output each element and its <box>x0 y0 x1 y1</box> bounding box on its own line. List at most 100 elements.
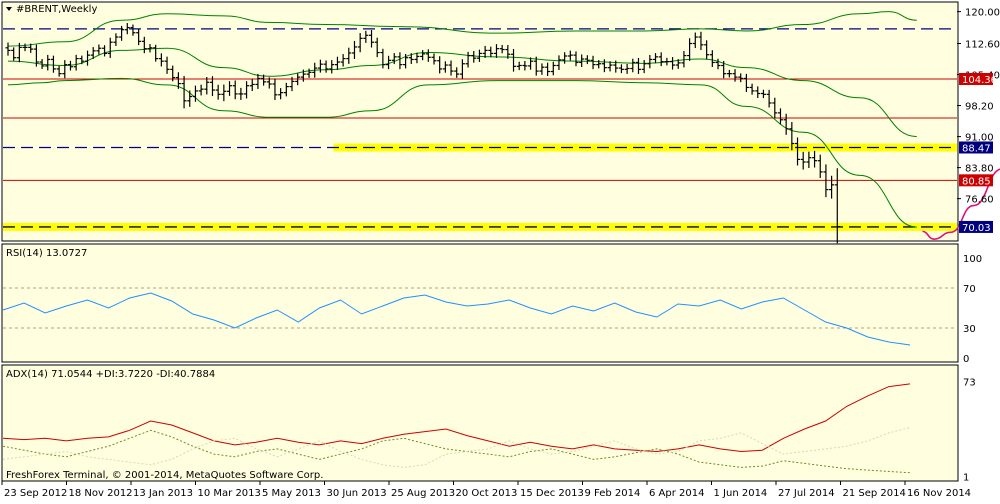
ohlc-bar <box>346 47 352 64</box>
ohlc-bar <box>164 56 170 74</box>
ohlc-bar <box>90 47 96 59</box>
ohlc-bar <box>511 48 517 72</box>
ohlc-bar <box>755 86 761 99</box>
ohlc-bar <box>516 61 522 71</box>
ohlc-bar <box>283 82 289 97</box>
ohlc-bar <box>777 108 783 125</box>
collapse-triangle-icon[interactable] <box>6 7 12 11</box>
ohlc-bar <box>545 62 551 77</box>
ohlc-bar <box>198 84 204 96</box>
ohlc-bar <box>635 57 641 74</box>
ohlc-bars <box>5 23 840 244</box>
rsi-title: RSI(14) 13.0727 <box>6 248 87 259</box>
ohlc-bar <box>738 73 744 83</box>
ohlc-bar <box>550 61 556 76</box>
ohlc-bar <box>16 42 22 63</box>
ohlc-bar <box>238 87 244 100</box>
ohlc-bar <box>232 80 238 100</box>
ohlc-bar <box>312 62 318 78</box>
ohlc-bar <box>732 69 738 82</box>
bb-lower-line <box>7 77 917 228</box>
ohlc-bar <box>800 151 806 170</box>
ohlc-bar <box>590 55 596 70</box>
ohlc-bar <box>624 63 630 74</box>
ohlc-bar <box>829 175 835 199</box>
ohlc-bar <box>334 56 340 70</box>
price-tick-label: 83.80 <box>965 164 994 175</box>
ohlc-bar <box>329 60 335 74</box>
ohlc-bar <box>408 53 414 64</box>
ohlc-bar <box>715 58 721 70</box>
ohlc-bar <box>437 56 443 74</box>
ohlc-bar <box>28 43 34 53</box>
ohlc-bar <box>709 50 715 67</box>
ohlc-bar <box>641 59 647 74</box>
ohlc-bar <box>397 52 403 70</box>
time-tick-label: 16 Nov 2014 <box>907 488 971 499</box>
ohlc-bar <box>357 33 363 53</box>
price-badge-label: 88.47 <box>962 143 991 154</box>
ohlc-bar <box>579 54 585 67</box>
ohlc-bar <box>664 57 670 66</box>
ohlc-bar <box>607 61 613 72</box>
forecast-arrow <box>922 168 1000 240</box>
price-badge <box>959 141 993 154</box>
ohlc-bar <box>454 67 460 78</box>
ohlc-bar <box>726 69 732 78</box>
ohlc-bar <box>249 79 255 92</box>
time-tick-label: 23 Sep 2012 <box>4 488 67 499</box>
ohlc-bar <box>465 51 471 68</box>
forecast-curve <box>922 168 1000 240</box>
ohlc-bar <box>56 65 62 77</box>
ohlc-bar <box>323 60 329 73</box>
ohlc-bar <box>493 44 499 58</box>
ohlc-bar <box>102 45 108 57</box>
price-tick-label: 112.60 <box>965 40 1000 51</box>
ohlc-bar <box>187 90 193 107</box>
ohlc-bar <box>601 59 607 73</box>
bb-upper-line <box>7 11 917 47</box>
ohlc-bar <box>175 72 181 89</box>
price-badge-label: 104.36 <box>962 75 997 86</box>
ohlc-bar <box>772 97 778 119</box>
ohlc-bar <box>227 81 233 96</box>
ohlc-bar <box>153 44 159 62</box>
adx-panel: 73 1 <box>2 377 976 484</box>
ohlc-bar <box>278 88 284 100</box>
rsi-tick-label: 30 <box>963 324 976 335</box>
ohlc-bar <box>204 77 210 95</box>
ohlc-bar <box>476 49 482 62</box>
ohlc-bar <box>39 59 45 69</box>
ohlc-bar <box>295 73 301 86</box>
ohlc-bar <box>505 45 511 59</box>
adx-line <box>2 383 911 453</box>
time-tick-label: 30 Jun 2013 <box>327 488 387 499</box>
ohlc-bar <box>261 74 267 86</box>
ohlc-bar <box>556 55 562 71</box>
ohlc-bar <box>300 69 306 82</box>
ohlc-bar <box>170 65 176 82</box>
ohlc-bar <box>425 49 431 62</box>
ohlc-bar <box>539 63 545 75</box>
ohlc-bar <box>369 30 375 48</box>
ohlc-bar <box>67 60 73 71</box>
ohlc-bar <box>374 37 380 58</box>
ohlc-bar <box>113 33 119 46</box>
ohlc-bar <box>795 137 801 166</box>
price-tick-label: 120.00 <box>965 8 1000 19</box>
ohlc-bar <box>721 60 727 79</box>
time-tick-label: 9 Feb 2014 <box>585 488 641 499</box>
main-title: #BRENT,Weekly <box>16 4 97 15</box>
time-tick-label: 21 Sep 2014 <box>843 488 906 499</box>
ohlc-bar <box>471 51 477 63</box>
ohlc-bar <box>533 56 539 76</box>
ohlc-bar <box>141 36 147 54</box>
ohlc-bar <box>789 122 795 151</box>
time-axis: 23 Sep 2012 18 Nov 2012 13 Jan 2013 10 Mar … <box>1 481 971 499</box>
price-levels <box>3 28 957 231</box>
ohlc-bar <box>630 58 636 73</box>
ohlc-bar <box>522 60 528 71</box>
ohlc-bar <box>653 53 659 64</box>
footer-copyright: FreshForex Terminal, © 2001-2014, MetaQu… <box>6 470 323 481</box>
